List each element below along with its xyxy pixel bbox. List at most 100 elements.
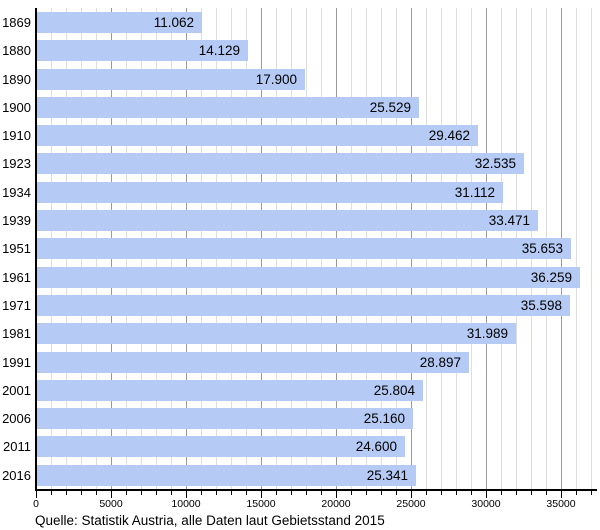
x-minor-tick <box>66 491 67 495</box>
bar: 33.471 <box>37 210 538 231</box>
x-minor-tick <box>51 491 52 495</box>
x-major-tick <box>336 491 337 498</box>
bar: 28.897 <box>37 352 469 373</box>
year-label: 1991 <box>2 355 31 370</box>
x-tick-label: 25000 <box>396 498 426 510</box>
x-minor-tick <box>456 491 457 495</box>
x-minor-tick <box>381 491 382 495</box>
bar: 14.129 <box>37 40 248 61</box>
x-axis-line <box>35 489 597 491</box>
bar-value-label: 31.989 <box>466 326 508 341</box>
x-minor-tick <box>81 491 82 495</box>
bar: 31.112 <box>37 182 503 203</box>
minor-gridline <box>591 8 592 489</box>
x-major-tick <box>36 491 37 498</box>
bar-value-label: 29.462 <box>428 128 470 143</box>
x-minor-tick <box>171 491 172 495</box>
bar-value-label: 28.897 <box>419 355 461 370</box>
year-label: 1971 <box>2 298 31 313</box>
bar-value-label: 25.341 <box>366 468 408 483</box>
x-minor-tick <box>531 491 532 495</box>
bar: 31.989 <box>37 323 516 344</box>
x-major-tick <box>111 491 112 498</box>
bar: 35.598 <box>37 295 570 316</box>
bar-value-label: 25.529 <box>369 100 411 115</box>
year-label: 1880 <box>2 43 31 58</box>
year-label: 1900 <box>2 100 31 115</box>
bar: 25.529 <box>37 97 419 118</box>
x-major-tick <box>411 491 412 498</box>
bar-value-label: 33.471 <box>488 213 530 228</box>
x-minor-tick <box>231 491 232 495</box>
bar-value-label: 11.062 <box>153 15 194 30</box>
bar: 25.341 <box>37 465 416 486</box>
x-minor-tick <box>216 491 217 495</box>
x-tick-label: 30000 <box>471 498 501 510</box>
x-tick-label: 0 <box>33 498 39 510</box>
bar-value-label: 14.129 <box>198 43 240 58</box>
minor-gridline <box>576 8 577 489</box>
x-minor-tick <box>546 491 547 495</box>
x-minor-tick <box>576 491 577 495</box>
plot-area: 11.062 14.129 17.900 25.529 29.462 32.535 31.1… <box>36 8 596 489</box>
bar: 17.900 <box>37 69 305 90</box>
x-major-tick <box>486 491 487 498</box>
year-label: 1961 <box>2 270 31 285</box>
year-label: 2016 <box>2 468 31 483</box>
x-minor-tick <box>306 491 307 495</box>
x-minor-tick <box>321 491 322 495</box>
year-label: 1934 <box>2 185 31 200</box>
bar-value-label: 35.653 <box>521 241 563 256</box>
x-minor-tick <box>351 491 352 495</box>
x-minor-tick <box>396 491 397 495</box>
bar: 35.653 <box>37 238 571 259</box>
bar-value-label: 32.535 <box>474 156 516 171</box>
year-label: 1923 <box>2 156 31 171</box>
x-minor-tick <box>96 491 97 495</box>
x-minor-tick <box>126 491 127 495</box>
year-label: 1869 <box>2 15 31 30</box>
x-tick-label: 5000 <box>99 498 123 510</box>
bar: 25.160 <box>37 408 413 429</box>
year-label: 1890 <box>2 72 31 87</box>
bar: 29.462 <box>37 125 478 146</box>
x-minor-tick <box>276 491 277 495</box>
x-minor-tick <box>366 491 367 495</box>
x-minor-tick <box>471 491 472 495</box>
bar: 25.804 <box>37 380 423 401</box>
year-label: 2006 <box>2 411 31 426</box>
bar-value-label: 17.900 <box>255 72 297 87</box>
bar-value-label: 36.259 <box>530 270 572 285</box>
x-minor-tick <box>501 491 502 495</box>
year-label: 1910 <box>2 128 31 143</box>
x-minor-tick <box>141 491 142 495</box>
source-caption: Quelle: Statistik Austria, alle Daten la… <box>35 513 385 528</box>
x-minor-tick <box>156 491 157 495</box>
bar: 36.259 <box>37 267 580 288</box>
year-label: 1981 <box>2 326 31 341</box>
bar-value-label: 24.600 <box>355 439 397 454</box>
x-major-tick <box>186 491 187 498</box>
year-label: 2001 <box>2 383 31 398</box>
x-tick-label: 35000 <box>546 498 576 510</box>
x-minor-tick <box>246 491 247 495</box>
year-label: 2011 <box>3 439 31 454</box>
x-major-tick <box>561 491 562 498</box>
x-minor-tick <box>441 491 442 495</box>
x-minor-tick <box>291 491 292 495</box>
x-minor-tick <box>516 491 517 495</box>
bar-value-label: 31.112 <box>454 185 495 200</box>
x-tick-label: 15000 <box>246 498 276 510</box>
bar-value-label: 25.160 <box>363 411 405 426</box>
x-minor-tick <box>591 491 592 495</box>
x-major-tick <box>261 491 262 498</box>
year-label: 1951 <box>2 241 31 256</box>
bar: 11.062 <box>37 12 202 33</box>
bar: 24.600 <box>37 436 405 457</box>
bar: 32.535 <box>37 153 524 174</box>
bar-value-label: 25.804 <box>373 383 415 398</box>
year-label: 1939 <box>2 213 31 228</box>
x-minor-tick <box>426 491 427 495</box>
bar-value-label: 35.598 <box>520 298 562 313</box>
